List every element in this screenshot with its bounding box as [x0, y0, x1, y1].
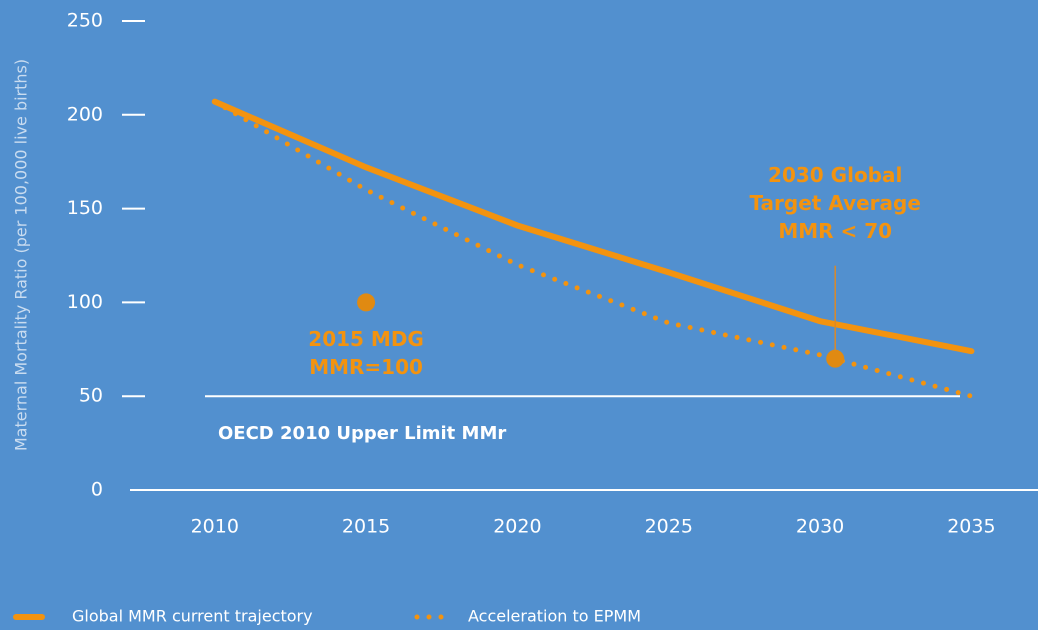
annotation: MMR=100 [309, 355, 423, 379]
y-tick-label: 100 [67, 291, 103, 313]
annotation: 2030 Global [768, 163, 902, 187]
y-tick-label: 50 [79, 385, 103, 407]
annotation: MMR < 70 [778, 219, 892, 243]
y-tick-label: 150 [67, 197, 103, 219]
y-tick-label: 200 [67, 103, 103, 125]
target-point [357, 293, 376, 312]
y-tick-label: 0 [91, 479, 103, 501]
x-tick-label: 2035 [947, 516, 995, 538]
x-tick-label: 2020 [493, 516, 541, 538]
reference-label: OECD 2010 Upper Limit MMr [218, 423, 506, 444]
series-line [212, 99, 974, 399]
legend-label: Acceleration to EPMM [468, 607, 641, 626]
x-tick-label: 2015 [342, 516, 390, 538]
x-tick-label: 2030 [796, 516, 844, 538]
y-tick-label: 250 [67, 10, 103, 32]
x-tick-label: 2010 [191, 516, 239, 538]
legend-label: Global MMR current trajectory [72, 607, 313, 626]
y-axis-label: Maternal Mortality Ratio (per 100,000 li… [12, 59, 31, 451]
annotation: 2015 MDG [308, 327, 424, 351]
target-point [826, 349, 845, 368]
series-line [211, 98, 975, 355]
x-tick-label: 2025 [645, 516, 693, 538]
annotation: Target Average [749, 191, 920, 215]
